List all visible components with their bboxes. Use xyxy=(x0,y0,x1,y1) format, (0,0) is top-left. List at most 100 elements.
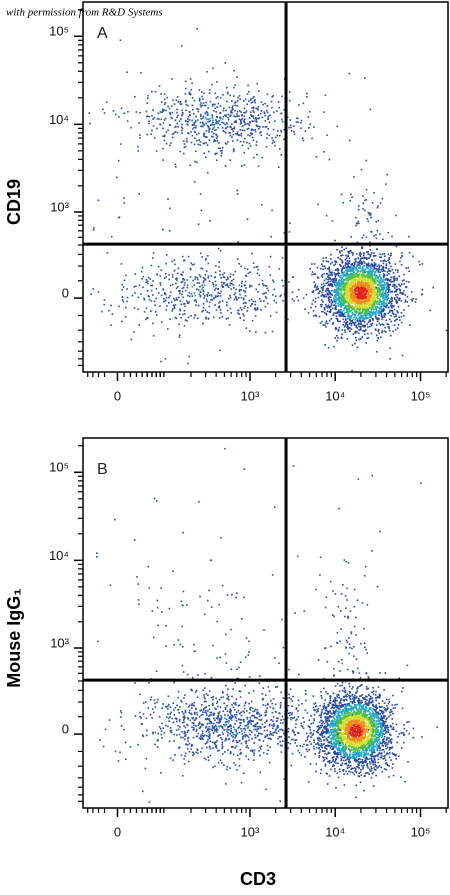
event-dot xyxy=(352,285,355,288)
event-dot xyxy=(318,714,321,717)
event-dot xyxy=(142,286,144,288)
event-dot xyxy=(336,318,339,321)
event-dot xyxy=(356,308,359,310)
event-dot xyxy=(340,278,343,281)
event-dot xyxy=(241,114,243,116)
event-dot xyxy=(298,704,300,707)
event-dot xyxy=(192,704,194,707)
event-dot xyxy=(207,255,209,257)
event-dot xyxy=(356,297,359,300)
event-dot xyxy=(182,671,185,673)
event-dot xyxy=(380,309,383,311)
event-dot xyxy=(282,299,284,302)
event-dot xyxy=(185,99,187,102)
event-dot xyxy=(341,281,344,283)
event-dot xyxy=(227,721,230,724)
event-dot xyxy=(167,695,170,697)
event-dot xyxy=(382,291,384,293)
event-dot xyxy=(382,308,385,310)
event-dot xyxy=(191,726,193,728)
event-dot xyxy=(217,96,219,98)
event-dot xyxy=(269,114,271,117)
event-dot xyxy=(334,307,337,309)
event-dot xyxy=(346,266,349,269)
event-dot xyxy=(121,289,123,291)
event-dot xyxy=(375,234,377,236)
event-dot xyxy=(320,283,323,286)
event-dot xyxy=(255,736,257,739)
event-dot xyxy=(357,290,360,293)
event-dot xyxy=(268,690,271,692)
event-dot xyxy=(330,299,333,301)
event-dot xyxy=(348,293,351,295)
event-dot xyxy=(370,291,373,294)
event-dot xyxy=(199,709,202,712)
event-dot xyxy=(331,261,333,264)
event-dot xyxy=(145,734,148,737)
event-dot xyxy=(270,733,273,736)
event-dot xyxy=(345,279,348,282)
event-dot xyxy=(359,312,362,315)
event-dot xyxy=(220,737,222,739)
event-dot xyxy=(243,164,246,166)
event-dot xyxy=(272,698,275,700)
event-dot xyxy=(393,279,395,281)
event-dot xyxy=(123,112,125,115)
event-dot xyxy=(90,293,92,295)
event-dot xyxy=(364,288,367,291)
event-dot xyxy=(125,274,127,277)
event-dot xyxy=(343,274,346,277)
event-dot xyxy=(380,278,383,280)
event-dot xyxy=(385,302,387,304)
event-dot xyxy=(272,732,274,734)
event-dot xyxy=(381,330,384,332)
event-dot xyxy=(168,296,170,299)
event-dot xyxy=(234,102,236,104)
event-dot xyxy=(255,117,257,119)
event-dot xyxy=(213,316,215,319)
event-dot xyxy=(345,297,348,299)
event-dot xyxy=(184,738,186,741)
event-dot xyxy=(197,304,200,307)
event-dot xyxy=(219,270,221,272)
event-dot xyxy=(184,755,186,757)
event-dot xyxy=(391,268,394,271)
event-dot xyxy=(386,279,389,282)
event-dot xyxy=(334,239,336,242)
event-dot xyxy=(337,268,339,271)
event-dot xyxy=(120,711,123,714)
event-dot xyxy=(294,739,296,742)
event-dot xyxy=(379,274,381,276)
event-dot xyxy=(263,729,266,732)
event-dot xyxy=(360,774,363,776)
event-dot xyxy=(214,729,216,732)
event-dot xyxy=(355,292,358,295)
event-dot xyxy=(335,317,337,320)
event-dot xyxy=(237,705,240,707)
event-dot xyxy=(254,129,257,131)
event-dot xyxy=(248,692,250,694)
event-dot xyxy=(349,315,352,318)
event-dot xyxy=(342,318,345,321)
event-dot xyxy=(354,318,357,321)
event-dot xyxy=(214,728,216,731)
event-dot xyxy=(214,743,217,746)
event-dot xyxy=(390,296,393,299)
event-dot xyxy=(404,294,407,296)
event-dot xyxy=(252,720,254,723)
event-dot xyxy=(328,271,331,273)
event-dot xyxy=(371,284,373,287)
event-dot xyxy=(219,706,222,708)
event-dot xyxy=(340,336,343,339)
event-dot xyxy=(123,728,125,731)
event-dot xyxy=(191,676,194,679)
event-dot xyxy=(251,101,254,103)
event-dot xyxy=(279,722,282,724)
event-dot xyxy=(347,264,349,267)
event-dot xyxy=(283,129,285,131)
event-dot xyxy=(340,275,343,277)
event-dot xyxy=(207,107,209,109)
event-dot xyxy=(163,731,166,734)
event-dot xyxy=(240,111,242,113)
event-dot xyxy=(366,323,368,325)
